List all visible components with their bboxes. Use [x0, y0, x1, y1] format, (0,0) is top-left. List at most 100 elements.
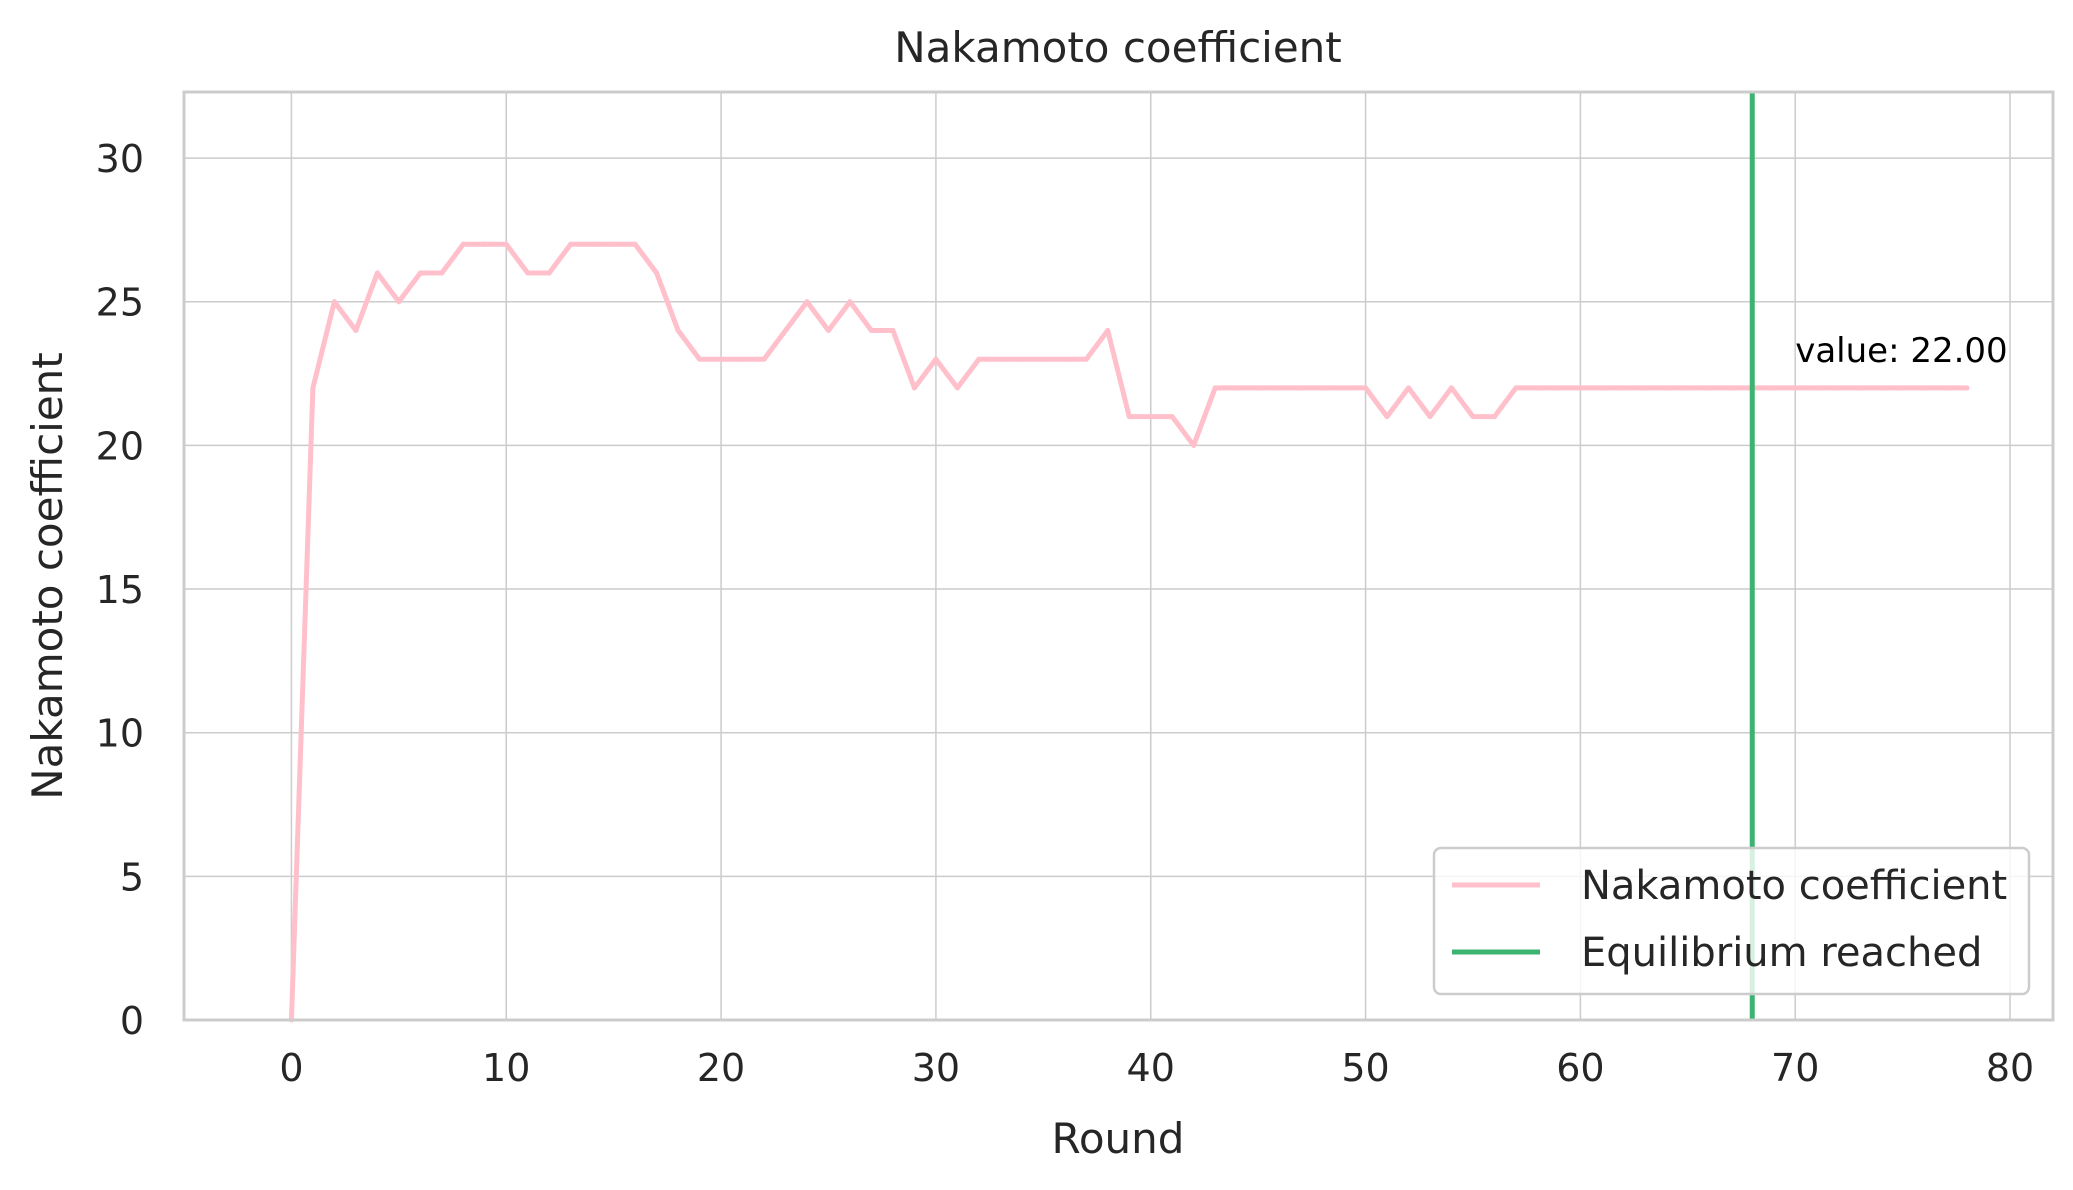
data-point — [1040, 356, 1046, 362]
data-point — [1470, 414, 1476, 420]
data-point — [1234, 385, 1240, 391]
data-point — [1513, 385, 1519, 391]
data-point — [976, 356, 982, 362]
x-tick-labels: 0 10 20 30 40 50 60 70 80 — [279, 1046, 2034, 1090]
x-axis-title: Round — [1052, 1114, 1185, 1163]
data-point — [1406, 385, 1412, 391]
x-tick-label: 70 — [1771, 1046, 1819, 1090]
y-tick-labels: 0 5 10 15 20 25 30 — [96, 137, 144, 1043]
data-point — [1577, 385, 1583, 391]
x-tick-label: 60 — [1556, 1046, 1604, 1090]
data-point — [804, 299, 810, 305]
chart-title: Nakamoto coefficient — [894, 23, 1342, 72]
data-point — [1792, 385, 1798, 391]
data-point — [1255, 385, 1261, 391]
x-tick-label: 40 — [1127, 1046, 1175, 1090]
value-annotation: value: 22.00 — [1795, 331, 2007, 371]
data-point — [697, 356, 703, 362]
x-tick-label: 50 — [1341, 1046, 1389, 1090]
data-point — [740, 356, 746, 362]
x-tick-label: 80 — [1986, 1046, 2034, 1090]
data-point — [1921, 385, 1927, 391]
data-point — [1019, 356, 1025, 362]
legend: Nakamoto coefficient Equilibrium reached — [1432, 846, 2031, 996]
legend-label-equilibrium-reached: Equilibrium reached — [1581, 930, 1982, 976]
y-tick-label: 10 — [96, 712, 144, 756]
data-point — [568, 241, 574, 247]
data-point — [1771, 385, 1777, 391]
data-point — [1169, 414, 1175, 420]
data-point — [1706, 385, 1712, 391]
x-tick-label: 0 — [279, 1046, 303, 1090]
data-point — [1320, 385, 1326, 391]
data-point — [396, 299, 402, 305]
data-point — [718, 356, 724, 362]
data-point — [1943, 385, 1949, 391]
data-point — [611, 241, 617, 247]
data-point — [1148, 414, 1154, 420]
data-point — [997, 356, 1003, 362]
y-tick-label: 15 — [96, 568, 144, 612]
y-tick-label: 25 — [96, 281, 144, 325]
data-point — [1620, 385, 1626, 391]
data-point — [654, 270, 660, 276]
data-point — [783, 327, 789, 333]
data-point — [1105, 327, 1111, 333]
y-tick-label: 5 — [120, 855, 144, 899]
x-tick-label: 10 — [482, 1046, 530, 1090]
data-point — [310, 385, 316, 391]
data-point — [1427, 414, 1433, 420]
y-tick-label: 0 — [120, 999, 144, 1043]
data-point — [417, 270, 423, 276]
data-point — [632, 241, 638, 247]
data-point — [1728, 385, 1734, 391]
data-point — [911, 385, 917, 391]
data-point — [1835, 385, 1841, 391]
data-point — [1212, 385, 1218, 391]
legend-label-nakamoto-coefficient: Nakamoto coefficient — [1581, 863, 2007, 909]
data-point — [1663, 385, 1669, 391]
data-point — [675, 327, 681, 333]
data-point — [374, 270, 380, 276]
x-tick-label: 20 — [697, 1046, 745, 1090]
data-point — [1814, 385, 1820, 391]
data-point — [589, 241, 595, 247]
data-point — [1126, 414, 1132, 420]
data-point — [1277, 385, 1283, 391]
data-point — [1384, 414, 1390, 420]
data-point — [933, 356, 939, 362]
data-point — [1363, 385, 1369, 391]
data-point — [1599, 385, 1605, 391]
plot-frame — [182, 90, 2055, 1022]
data-point — [331, 299, 337, 305]
data-point — [1900, 385, 1906, 391]
data-point — [1642, 385, 1648, 391]
data-point — [546, 270, 552, 276]
data-point — [1083, 356, 1089, 362]
y-tick-label: 20 — [96, 424, 144, 468]
legend-box — [1432, 846, 2031, 996]
data-point — [825, 327, 831, 333]
data-point — [1341, 385, 1347, 391]
data-point — [1062, 356, 1068, 362]
data-point — [439, 270, 445, 276]
data-point — [1191, 442, 1197, 448]
data-point — [525, 270, 531, 276]
data-point — [1857, 385, 1863, 391]
data-point — [353, 327, 359, 333]
data-point — [1448, 385, 1454, 391]
data-point — [868, 327, 874, 333]
y-tick-label: 30 — [96, 137, 144, 181]
y-axis-title: Nakamoto coefficient — [23, 352, 72, 800]
x-tick-label: 30 — [912, 1046, 960, 1090]
data-point — [1298, 385, 1304, 391]
data-point — [890, 327, 896, 333]
data-point — [1534, 385, 1540, 391]
data-point — [482, 241, 488, 247]
data-point — [503, 241, 509, 247]
data-point — [847, 299, 853, 305]
data-point — [460, 241, 466, 247]
data-point — [1685, 385, 1691, 391]
data-point — [1878, 385, 1884, 391]
